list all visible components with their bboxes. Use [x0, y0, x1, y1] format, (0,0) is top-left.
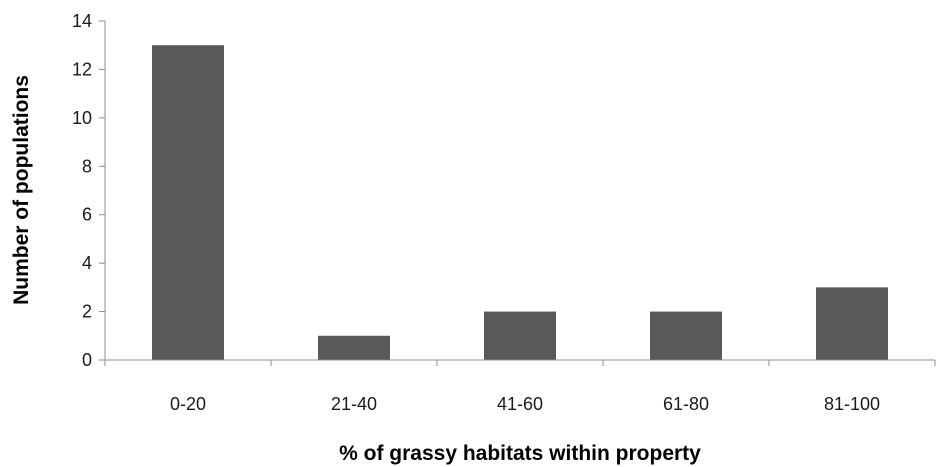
y-tick-label: 2 — [82, 302, 92, 322]
y-tick-label: 4 — [82, 253, 92, 273]
x-tick-label: 81-100 — [824, 394, 880, 414]
y-tick-label: 6 — [82, 205, 92, 225]
x-axis-ticks: 0-20 21-40 41-60 61-80 81-100 — [104, 360, 936, 414]
bar-series — [152, 45, 888, 360]
y-tick-label: 14 — [72, 11, 92, 31]
y-tick-label: 8 — [82, 156, 92, 176]
x-tick-label: 41-60 — [497, 394, 543, 414]
y-tick-label: 10 — [72, 108, 92, 128]
bar-41-60 — [484, 311, 556, 360]
bar-81-100 — [816, 287, 888, 360]
y-tick-label: 0 — [82, 350, 92, 370]
y-axis-title: Number of populations — [10, 75, 33, 305]
bar-61-80 — [650, 311, 722, 360]
x-tick-label: 61-80 — [663, 394, 709, 414]
x-tick-label: 0-20 — [170, 394, 206, 414]
y-axis-ticks: 0 2 4 6 8 10 12 14 — [72, 11, 105, 370]
bar-0-20 — [152, 45, 224, 360]
y-tick-label: 12 — [72, 59, 92, 79]
x-axis-title: % of grassy habitats within property — [339, 442, 701, 465]
x-tick-label: 21-40 — [331, 394, 377, 414]
bar-21-40 — [318, 335, 390, 360]
